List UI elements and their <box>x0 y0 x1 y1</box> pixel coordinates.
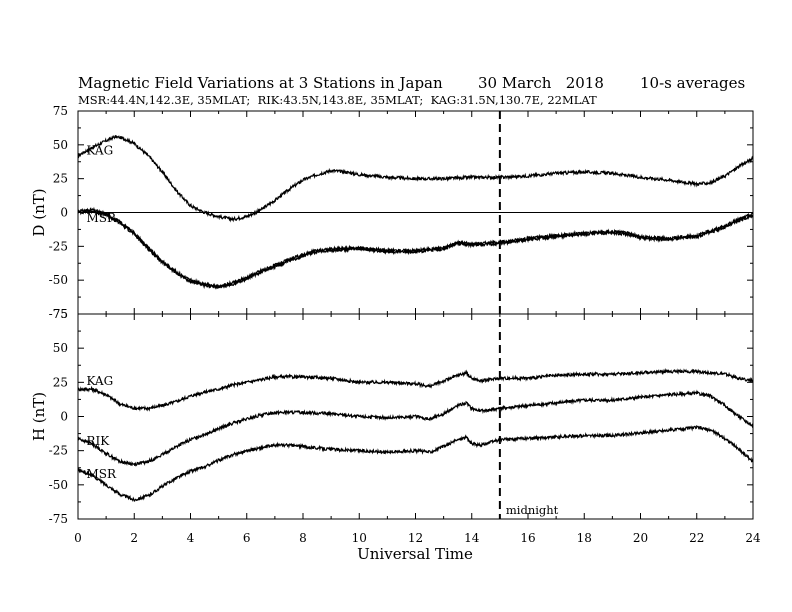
x-tick-label: 12 <box>408 531 423 545</box>
panel-H-y-tick-label: 25 <box>53 375 68 389</box>
plot-area: 75 50 25 0 -25 -50 -75 KAG MSR D (nT) 75 50 25 0 -25 -5… <box>30 104 761 545</box>
panel-H-y-tick-label: -75 <box>49 512 68 526</box>
x-tick-label: 18 <box>577 531 592 545</box>
chart-date: 30 March 2018 <box>478 74 604 92</box>
panel-H-series-rik <box>77 389 754 467</box>
panel-D-y-tick-label: 25 <box>53 172 68 186</box>
x-tick-label: 14 <box>464 531 480 545</box>
x-tick-label: 24 <box>745 531 761 545</box>
x-tick-label: 16 <box>520 531 535 545</box>
panel-D-series-rik <box>77 208 754 290</box>
chart-title: Magnetic Field Variations at 3 Stations … <box>78 74 443 92</box>
panel-D-y-tick-label: 0 <box>60 206 68 220</box>
panel-H-frame <box>77 313 754 520</box>
panel-H-y-axis-label: H (nT) <box>30 392 48 441</box>
panel-H-y-tick-label: 75 <box>53 307 68 321</box>
panel-D-series-msr <box>77 206 754 290</box>
panel-D-y-axis-label: D (nT) <box>30 188 48 236</box>
panel-H-y-tick-label: -50 <box>49 478 68 492</box>
panel-H-y-tick-label: 50 <box>53 341 68 355</box>
panel-H-series-msr <box>77 424 754 503</box>
panel-D-y-tick-label: -75 <box>49 307 68 321</box>
panel-H-y-tick-label: 0 <box>60 410 68 424</box>
x-tick-label: 4 <box>187 531 195 545</box>
station-list: MSR:44.4N,142.3E, 35MLAT; RIK:43.5N,143.… <box>78 93 597 107</box>
panel-H-series-kag <box>77 367 754 412</box>
x-tick-label: 20 <box>633 531 648 545</box>
panel-H-y-tick-label: -25 <box>49 444 68 458</box>
x-tick-label: 22 <box>689 531 704 545</box>
panel-D-y-tick-label: 75 <box>53 104 68 118</box>
x-tick-label: 8 <box>299 531 307 545</box>
panel-D-y-tick-label: 50 <box>53 138 68 152</box>
panel-H-label-msr: MSR <box>86 467 117 481</box>
x-tick-label: 6 <box>243 531 251 545</box>
panel-D-y-tick-label: -50 <box>49 273 68 287</box>
panel-D-y-tick-label: -25 <box>49 239 68 253</box>
panel-H-label-rik: RIK <box>86 434 110 448</box>
panel-D-label-overlap: MSR <box>86 211 117 225</box>
midnight-label: midnight <box>506 503 559 517</box>
chart-averaging: 10-s averages <box>640 74 745 92</box>
x-tick-label: 0 <box>74 531 82 545</box>
x-tick-label: 10 <box>352 531 367 545</box>
x-axis-label: Universal Time <box>357 545 473 563</box>
panel-D-series-kag <box>77 134 754 223</box>
x-tick-label: 2 <box>130 531 138 545</box>
panel-H-label-kag: KAG <box>86 374 113 388</box>
panel-D-label-kag: KAG <box>86 143 113 157</box>
